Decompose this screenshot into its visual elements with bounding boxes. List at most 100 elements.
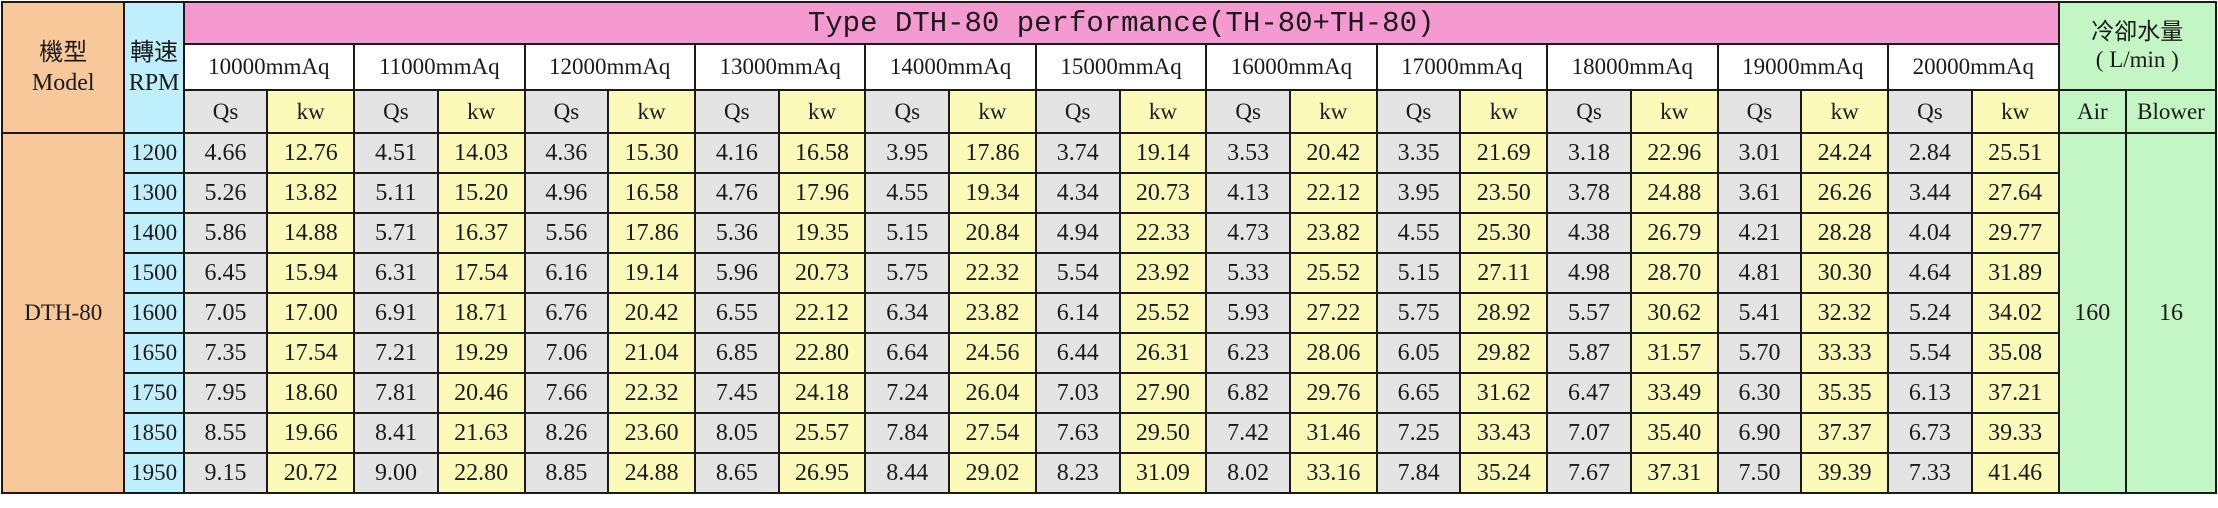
kw-value: 27.11 xyxy=(1459,252,1549,294)
pressure-header: 12000mmAq xyxy=(523,43,696,91)
kw-value: 20.72 xyxy=(266,452,356,494)
performance-table: 機型 Model 轉速 RPM Type DTH-80 performance(… xyxy=(0,1,2218,494)
kw-value: 17.86 xyxy=(948,132,1037,174)
qs-value: 3.18 xyxy=(1546,132,1632,174)
kw-value: 25.52 xyxy=(1288,252,1378,294)
qs-value: 4.64 xyxy=(1887,252,1973,294)
kw-column-header: kw xyxy=(1629,89,1719,134)
qs-value: 5.33 xyxy=(1205,252,1291,294)
qs-column-header: Qs xyxy=(1887,89,1973,134)
kw-value: 16.58 xyxy=(777,132,867,174)
table-row: 1750 7.95 18.60 7.81 20.46 7.66 22.32 7.45 24.18… xyxy=(2,372,2216,414)
kw-value: 35.35 xyxy=(1800,372,1890,414)
qs-value: 7.25 xyxy=(1375,412,1462,454)
kw-value: 16.37 xyxy=(436,212,526,254)
kw-value: 35.08 xyxy=(1970,332,2060,374)
model-header-zh: 機型 xyxy=(39,39,88,66)
kw-value: 17.86 xyxy=(607,212,696,254)
rpm-header: 轉速 RPM xyxy=(123,1,185,134)
kw-value: 33.43 xyxy=(1459,412,1549,454)
kw-value: 37.21 xyxy=(1970,372,2060,414)
kw-column-header: kw xyxy=(777,89,867,134)
kw-value: 18.60 xyxy=(266,372,356,414)
qs-column-header: Qs xyxy=(1375,89,1462,134)
qs-value: 3.01 xyxy=(1716,132,1803,174)
kw-value: 26.95 xyxy=(777,452,867,494)
qs-value: 5.36 xyxy=(693,212,780,254)
kw-column-header: kw xyxy=(266,89,356,134)
kw-column-header: kw xyxy=(1800,89,1890,134)
qs-value: 4.16 xyxy=(693,132,780,174)
qs-value: 7.63 xyxy=(1034,412,1121,454)
kw-value: 17.54 xyxy=(266,332,356,374)
qs-value: 6.76 xyxy=(523,292,610,334)
qs-value: 4.96 xyxy=(523,172,610,214)
qs-column-header: Qs xyxy=(1205,89,1291,134)
kw-value: 20.42 xyxy=(607,292,696,334)
table-row: 1500 6.45 15.94 6.31 17.54 6.16 19.14 5.96 20.73… xyxy=(2,252,2216,294)
qs-value: 7.81 xyxy=(353,372,439,414)
kw-value: 37.31 xyxy=(1629,452,1719,494)
kw-value: 15.30 xyxy=(607,132,696,174)
kw-value: 34.02 xyxy=(1970,292,2060,334)
qs-value: 6.65 xyxy=(1375,372,1462,414)
qs-value: 7.07 xyxy=(1546,412,1632,454)
kw-value: 12.76 xyxy=(266,132,356,174)
qs-value: 6.82 xyxy=(1205,372,1291,414)
pressure-header: 19000mmAq xyxy=(1716,43,1890,91)
kw-value: 23.82 xyxy=(1288,212,1378,254)
qs-value: 6.34 xyxy=(864,292,951,334)
kw-value: 29.02 xyxy=(948,452,1037,494)
kw-value: 16.58 xyxy=(607,172,696,214)
title-row: 機型 Model 轉速 RPM Type DTH-80 performance(… xyxy=(0,1,2218,134)
kw-value: 14.88 xyxy=(266,212,356,254)
qs-value: 8.26 xyxy=(523,412,610,454)
qs-value: 6.55 xyxy=(693,292,780,334)
model-header: 機型 Model xyxy=(0,1,126,134)
pressure-header: 17000mmAq xyxy=(1375,43,1549,91)
qs-value: 5.71 xyxy=(353,212,439,254)
pressure-header: 20000mmAq xyxy=(1887,43,2060,91)
cooling-water-label: 冷卻水量 xyxy=(2091,19,2184,44)
qs-value: 7.03 xyxy=(1034,372,1121,414)
qs-value: 3.61 xyxy=(1716,172,1803,214)
qs-value: 6.44 xyxy=(1034,332,1121,374)
table-row: 1300 5.26 13.82 5.11 15.20 4.96 16.58 4.76 17.96… xyxy=(2,172,2216,214)
qs-value: 9.00 xyxy=(353,452,439,494)
kw-value: 18.71 xyxy=(436,292,526,334)
qs-value: 9.15 xyxy=(182,452,269,494)
qs-value: 8.65 xyxy=(693,452,780,494)
kw-value: 33.49 xyxy=(1629,372,1719,414)
qs-value: 8.02 xyxy=(1205,452,1291,494)
kw-value: 35.24 xyxy=(1459,452,1549,494)
kw-value: 32.32 xyxy=(1800,292,1890,334)
kw-value: 26.04 xyxy=(948,372,1037,414)
kw-value: 30.62 xyxy=(1629,292,1719,334)
kw-value: 28.70 xyxy=(1629,252,1719,294)
qs-value: 6.31 xyxy=(353,252,439,294)
rpm-header-zh: 轉速 xyxy=(130,39,179,66)
pressure-header: 10000mmAq xyxy=(182,43,356,91)
kw-value: 24.88 xyxy=(607,452,696,494)
kw-value: 39.39 xyxy=(1800,452,1890,494)
kw-column-header: kw xyxy=(1459,89,1549,134)
pressure-header: 14000mmAq xyxy=(864,43,1037,91)
kw-value: 22.32 xyxy=(948,252,1037,294)
kw-value: 22.12 xyxy=(777,292,867,334)
kw-value: 37.37 xyxy=(1800,412,1890,454)
qs-value: 5.96 xyxy=(693,252,780,294)
kw-value: 31.46 xyxy=(1288,412,1378,454)
qs-value: 4.94 xyxy=(1034,212,1121,254)
rpm-cell: 1950 xyxy=(123,452,185,494)
pressure-header-row: 10000mmAq 11000mmAq 12000mmAq 13000mmAq 1400… xyxy=(2,43,2216,91)
qs-value: 2.84 xyxy=(1887,132,1973,174)
kw-value: 22.32 xyxy=(607,372,696,414)
kw-value: 22.96 xyxy=(1629,132,1719,174)
kw-value: 22.12 xyxy=(1288,172,1378,214)
kw-value: 15.20 xyxy=(436,172,526,214)
qs-value: 6.14 xyxy=(1034,292,1121,334)
kw-value: 28.06 xyxy=(1288,332,1378,374)
kw-value: 22.80 xyxy=(436,452,526,494)
kw-column-header: kw xyxy=(436,89,526,134)
kw-value: 35.40 xyxy=(1629,412,1719,454)
